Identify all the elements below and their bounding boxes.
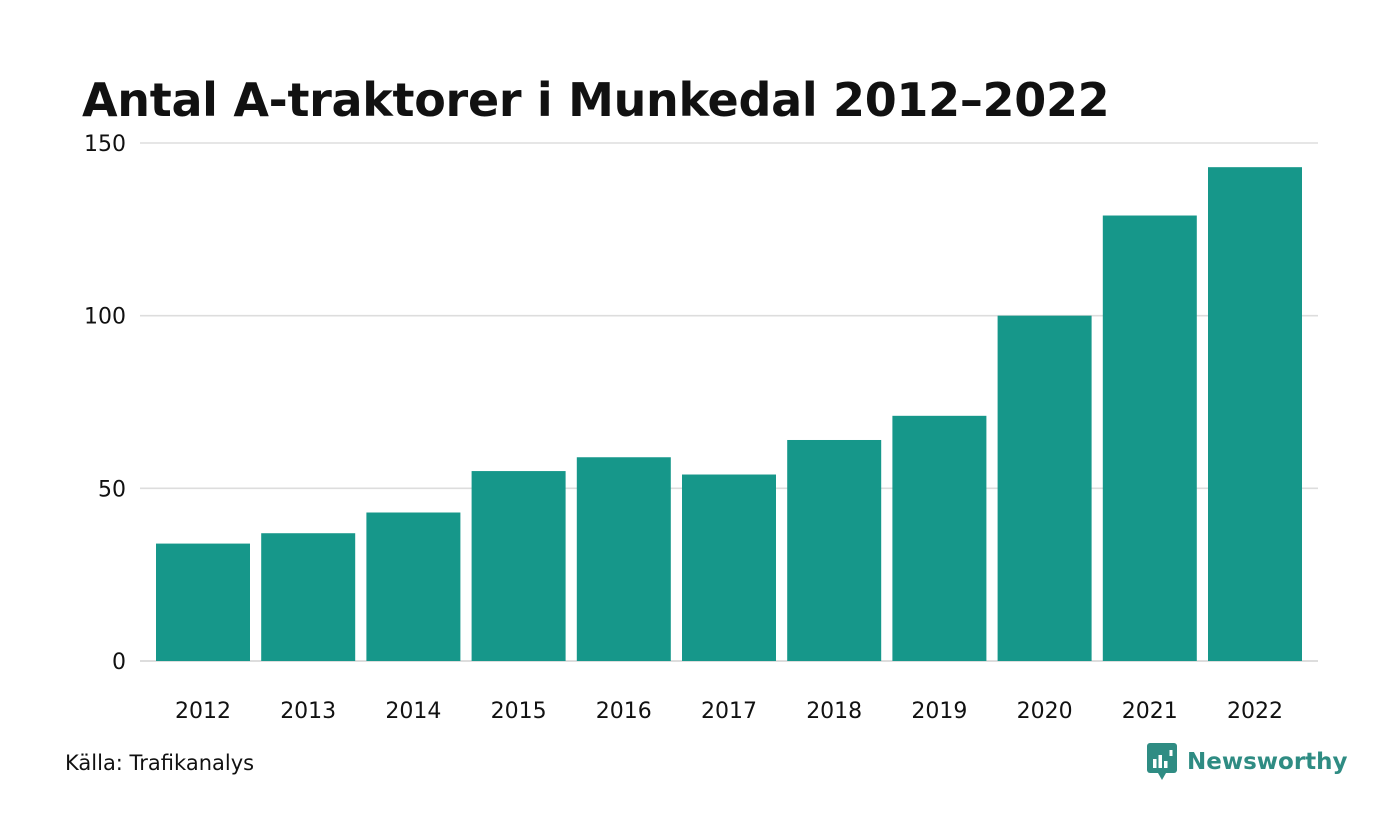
chart-title: Antal A-traktorer i Munkedal 2012–2022 xyxy=(82,73,1110,127)
y-tick-label: 150 xyxy=(84,132,126,157)
bar-2022 xyxy=(1208,167,1302,661)
bar-2020 xyxy=(997,315,1092,661)
bar-2017 xyxy=(682,474,776,661)
x-tick-label: 2017 xyxy=(701,699,757,724)
newsworthy-logo-icon xyxy=(1147,743,1177,780)
bar-2014 xyxy=(366,512,461,661)
x-tick-label: 2016 xyxy=(596,699,652,724)
bar-2016 xyxy=(576,457,671,661)
x-axis-tick-labels: 2012 2013 2014 2015 2016 2017 2018 2019 2020 2021… xyxy=(175,699,1283,724)
bar-2019 xyxy=(892,415,987,661)
x-tick-label: 2022 xyxy=(1227,699,1283,724)
x-tick-label: 2015 xyxy=(491,699,547,724)
y-tick-label: 0 xyxy=(112,650,126,675)
brand-logo: Newsworthy xyxy=(1147,743,1348,781)
x-tick-label: 2021 xyxy=(1122,699,1178,724)
y-tick-label: 50 xyxy=(98,477,126,502)
source-note: Källa: Trafikanalys xyxy=(65,751,255,775)
bar-2021 xyxy=(1102,215,1197,661)
bar-2018 xyxy=(787,439,882,661)
x-tick-label: 2012 xyxy=(175,699,231,724)
bars xyxy=(156,167,1302,661)
x-tick-label: 2019 xyxy=(911,699,967,724)
brand-name: Newsworthy xyxy=(1187,749,1348,775)
bar-2012 xyxy=(156,543,250,661)
x-tick-label: 2014 xyxy=(385,699,441,724)
y-tick-label: 100 xyxy=(84,305,126,330)
bar-2013 xyxy=(261,533,356,661)
x-tick-label: 2020 xyxy=(1017,699,1073,724)
x-tick-label: 2018 xyxy=(806,699,862,724)
y-axis-tick-labels: 0 50 100 150 xyxy=(84,132,126,675)
x-tick-label: 2013 xyxy=(280,699,336,724)
bar-2015 xyxy=(471,471,566,661)
